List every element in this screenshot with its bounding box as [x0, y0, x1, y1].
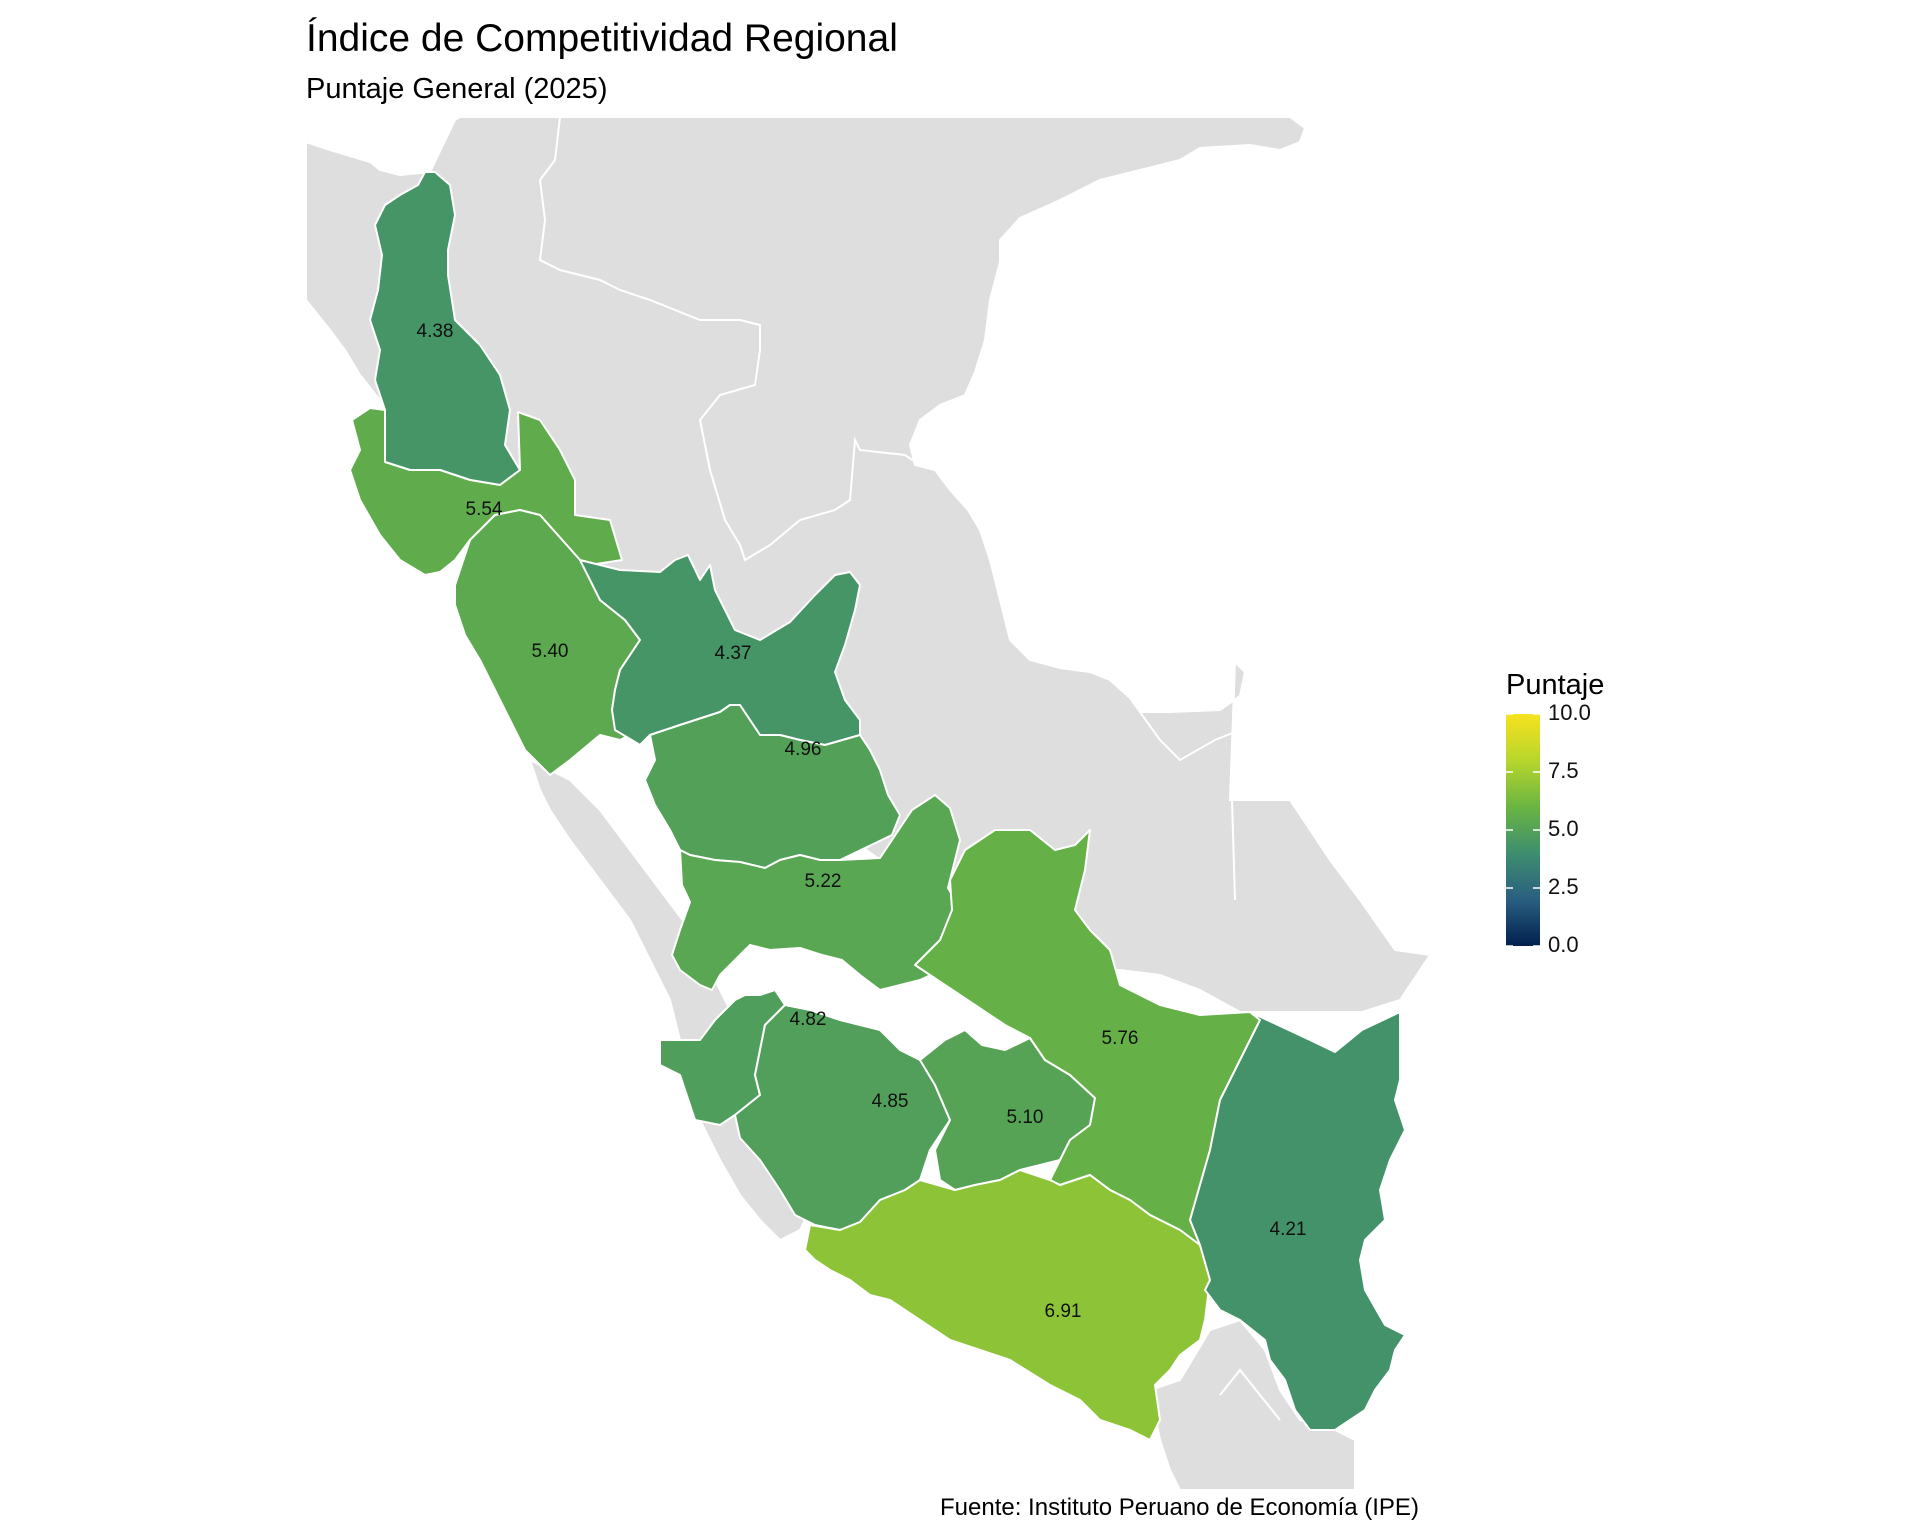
legend-tick-label: 0.0	[1548, 932, 1579, 957]
country-border-south	[1219, 1368, 1281, 1421]
legend-tick-label: 7.5	[1548, 758, 1579, 783]
map-title: Índice de Competitividad Regional	[306, 17, 898, 60]
region-label-lambayeque-la-libertad: 5.54	[466, 499, 503, 520]
region-huanuco[interactable]	[579, 554, 861, 746]
legend-tick-label: 5.0	[1548, 816, 1579, 841]
region-label-puno: 4.21	[1270, 1219, 1307, 1240]
region-arequipa[interactable]	[804, 1169, 1211, 1441]
color-legend: Puntaje 0.0 2.5 5.0 7.5 10.0	[1506, 669, 1604, 957]
region-lambayeque-la-libertad[interactable]	[349, 407, 623, 576]
region-label-apurimac: 5.10	[1007, 1107, 1044, 1128]
region-pasco-junin-north[interactable]	[644, 704, 901, 869]
country-border	[538, 116, 921, 562]
region-label-cusco: 5.76	[1102, 1028, 1139, 1049]
region-label-huancavelica: 4.82	[790, 1009, 827, 1030]
region-label-junin: 5.22	[805, 871, 842, 892]
region-labels: 4.38 5.54 5.40 4.37 4.96 5.22 4.82 4.85 5.10 5.76…	[417, 321, 1307, 1322]
map-subtitle: Puntaje General (2025)	[306, 73, 608, 105]
regions-layer	[349, 171, 1406, 1441]
region-puno[interactable]	[1189, 1011, 1406, 1431]
region-label-ancash: 5.40	[532, 641, 569, 662]
region-label-arequipa: 6.91	[1045, 1301, 1082, 1322]
legend-tick-label: 2.5	[1548, 874, 1579, 899]
country-border-east	[1139, 711, 1242, 901]
legend-title: Puntaje	[1506, 669, 1604, 701]
region-label-pasco-junin-north: 4.96	[785, 739, 822, 760]
region-label-ayacucho: 4.85	[872, 1091, 909, 1112]
map-caption: Fuente: Instituto Peruano de Economía (I…	[940, 1494, 1419, 1521]
region-label-cajamarca: 4.38	[417, 321, 454, 342]
region-label-huanuco: 4.37	[715, 643, 752, 664]
legend-ticks: 0.0 2.5 5.0 7.5 10.0	[1506, 700, 1591, 957]
legend-tick-label: 10.0	[1548, 700, 1591, 725]
